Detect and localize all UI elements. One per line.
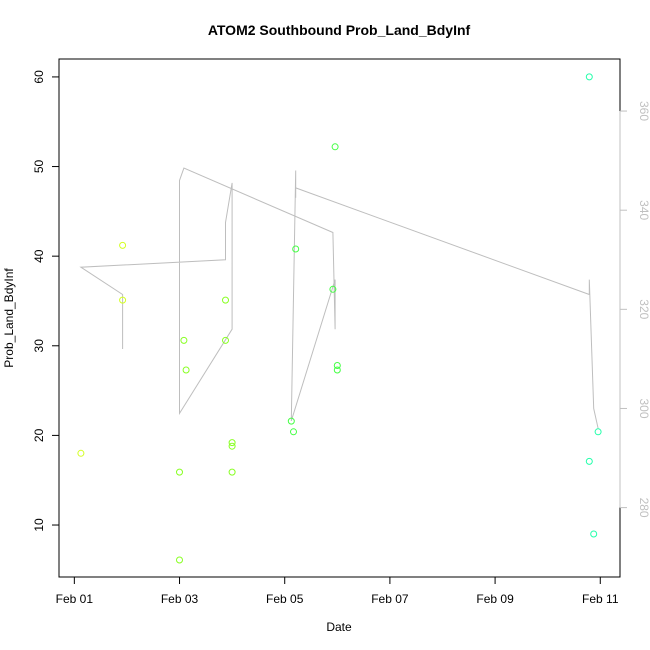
y-tick-label: 30	[32, 339, 46, 353]
data-point-21	[585, 457, 593, 465]
x-axis-label: Date	[326, 620, 352, 634]
y2-tick-label: 320	[637, 299, 650, 319]
data-point-9	[222, 336, 229, 344]
y-tick-label: 20	[32, 428, 46, 442]
data-point-6	[180, 336, 188, 344]
x-tick-label: Feb 09	[476, 592, 514, 606]
data-point-14	[290, 428, 297, 436]
data-point-3	[119, 296, 127, 304]
data-point-10	[228, 439, 236, 447]
data-point-7	[182, 366, 190, 374]
data-point-18	[333, 362, 341, 369]
line-series	[79, 167, 599, 429]
data-point-12	[228, 468, 236, 476]
x-tick-label: Feb 03	[161, 592, 199, 606]
data-point-11	[228, 442, 236, 450]
data-point-1	[77, 449, 85, 457]
x-axis: Feb 01 Feb 03 Feb 05 Feb 07 Feb 09 Feb 11	[56, 576, 619, 606]
data-point-20	[585, 73, 593, 81]
y2-tick-label: 280	[637, 498, 650, 518]
data-point-16	[329, 285, 337, 293]
data-point-15	[292, 245, 300, 253]
y2-axis: 280 300 320 340 360	[619, 101, 650, 518]
y-tick-label: 60	[32, 70, 46, 84]
y-tick-label: 50	[32, 160, 46, 174]
data-point-23	[594, 428, 602, 436]
y-tick-label: 10	[32, 518, 46, 532]
data-point-17	[331, 143, 339, 151]
y2-tick-label: 360	[637, 101, 650, 121]
x-tick-label: Feb 11	[582, 592, 619, 606]
scatter-points	[77, 73, 602, 564]
data-point-22	[590, 530, 598, 538]
y-axis-label: Prob_Land_BdyInf	[2, 268, 16, 368]
data-point-13	[287, 417, 295, 425]
series-line	[79, 167, 599, 429]
data-point-2	[119, 241, 127, 249]
y2-tick-label: 300	[637, 398, 650, 418]
data-point-19	[333, 366, 341, 374]
x-tick-label: Feb 01	[56, 592, 94, 606]
x-tick-label: Feb 07	[371, 592, 409, 606]
data-point-5	[176, 468, 183, 476]
data-point-8	[222, 296, 229, 304]
data-point-4	[176, 556, 183, 564]
y-tick-label: 40	[32, 249, 46, 263]
y-axis: 10 20 30 40 50 60	[32, 70, 60, 532]
y2-tick-label: 340	[637, 200, 650, 220]
chart-title: ATOM2 Southbound Prob_Land_BdyInf	[208, 22, 471, 38]
x-tick-label: Feb 05	[266, 592, 304, 606]
